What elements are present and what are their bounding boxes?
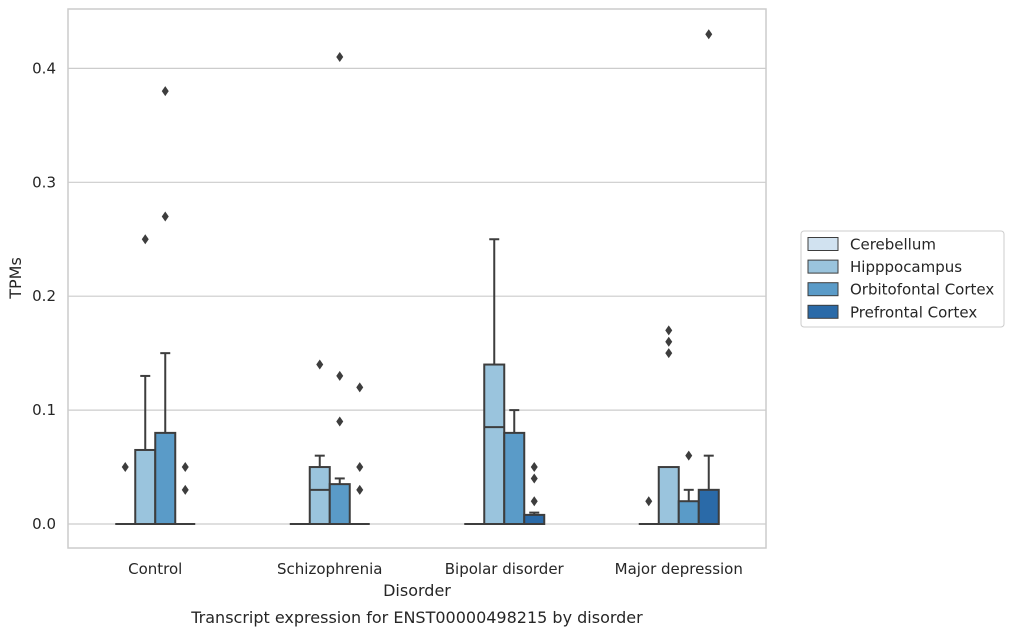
box-group (175, 462, 196, 525)
box (308, 466, 331, 525)
box-group (503, 409, 526, 526)
outlier-point (665, 348, 673, 359)
x-tick-label: Schizophrenia (277, 560, 382, 578)
x-axis-label: Disorder (383, 581, 451, 600)
legend-item: Hipppocampus (807, 258, 962, 276)
y-tick-label: 0.0 (32, 515, 56, 533)
x-tick-labels: Control Schizophrenia Bipolar disorder Majo… (128, 560, 743, 578)
box (697, 488, 720, 525)
box (503, 431, 526, 526)
box (523, 513, 546, 525)
outlier-point (316, 359, 324, 370)
box (328, 483, 351, 526)
legend-label: Cerebellum (850, 236, 936, 254)
legend-swatch (807, 282, 839, 297)
y-tick-label: 0.1 (32, 401, 56, 419)
legend: Cerebellum Hipppocampus Orbitofontal Corte… (800, 230, 1005, 328)
legend-label: Hipppocampus (850, 258, 962, 276)
outlier-point (121, 462, 129, 473)
chart-caption: Transcript expression for ENST0000049821… (190, 608, 643, 627)
plot-area-frame (67, 8, 767, 549)
box (657, 466, 680, 525)
box-group (657, 325, 680, 525)
box-group (328, 52, 351, 526)
box-group (677, 450, 700, 526)
y-tick-labels: 0.0 0.1 0.2 0.3 0.4 (32, 59, 56, 533)
x-tick-label: Bipolar disorder (445, 560, 565, 578)
y-axis-label: TPMs (6, 257, 25, 300)
box-group (115, 462, 136, 525)
box (483, 363, 506, 526)
legend-swatch (807, 237, 839, 251)
legend-swatch (807, 259, 839, 274)
box-group (697, 29, 720, 525)
outlier-point (161, 86, 169, 97)
outlier-point (181, 484, 189, 495)
outlier-point (685, 450, 693, 461)
legend-item: Orbitofontal Cortex (807, 281, 994, 299)
y-tick-label: 0.2 (32, 287, 56, 305)
x-tick-label: Major depression (615, 560, 743, 578)
box-group (308, 359, 331, 525)
outlier-point (161, 211, 169, 222)
outlier-point (665, 336, 673, 347)
outlier-point (336, 416, 344, 427)
box (154, 431, 177, 526)
box-group (483, 238, 506, 526)
box (134, 448, 157, 525)
y-tick-label: 0.4 (32, 59, 56, 77)
outlier-point (705, 29, 713, 40)
box-group (523, 462, 546, 525)
outlier-point (530, 473, 538, 484)
outlier-point (336, 52, 344, 63)
outlier-point (141, 234, 149, 245)
outlier-point (665, 325, 673, 336)
box-group (638, 496, 659, 525)
boxes (115, 29, 720, 526)
box-group (134, 234, 157, 525)
outlier-point (356, 484, 364, 495)
legend-swatch (807, 304, 839, 319)
outlier-point (645, 496, 653, 507)
legend-label: Orbitofontal Cortex (850, 281, 994, 299)
outlier-point (530, 462, 538, 473)
outlier-point (181, 462, 189, 473)
legend-frame (800, 230, 1005, 328)
y-tick-label: 0.3 (32, 173, 56, 191)
box-group (349, 382, 370, 525)
legend-item: Cerebellum (807, 236, 936, 254)
outlier-point (530, 496, 538, 507)
legend-item: Prefrontal Cortex (807, 303, 977, 321)
outlier-point (356, 382, 364, 393)
outlier-point (356, 462, 364, 473)
box-group (154, 86, 177, 526)
box (677, 500, 700, 526)
outlier-point (336, 370, 344, 381)
legend-label: Prefrontal Cortex (850, 303, 977, 321)
x-tick-label: Control (128, 560, 182, 578)
